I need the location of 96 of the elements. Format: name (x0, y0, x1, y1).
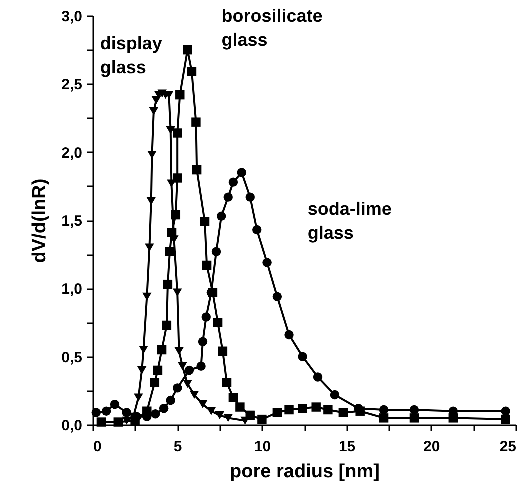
point (192, 118, 201, 127)
point (298, 352, 308, 362)
y-tick-label: 1,0 (62, 281, 82, 298)
point (146, 197, 156, 206)
point (183, 45, 192, 55)
point (150, 409, 160, 419)
point (183, 380, 192, 388)
series-label: display glass (100, 34, 162, 78)
point (172, 128, 182, 138)
point (184, 366, 194, 376)
point (171, 210, 181, 220)
point (200, 217, 210, 226)
point (258, 414, 267, 424)
point (157, 345, 167, 355)
x-tick-label: 10 (254, 438, 272, 456)
point (159, 404, 169, 414)
y-tick-label: 0,0 (62, 418, 82, 434)
point (149, 107, 159, 116)
point (202, 312, 211, 322)
point (187, 67, 197, 77)
point (215, 411, 225, 420)
point (152, 96, 162, 105)
point (165, 247, 175, 256)
point (246, 192, 255, 202)
point (379, 405, 389, 415)
point (167, 228, 177, 238)
point (110, 400, 120, 410)
point (192, 165, 202, 175)
point (178, 362, 188, 370)
point (114, 418, 123, 427)
point (102, 406, 112, 416)
point (224, 414, 233, 422)
point (176, 90, 185, 100)
x-tick-label: 5 (174, 438, 182, 456)
point (172, 174, 182, 183)
point (134, 394, 144, 402)
point (338, 408, 348, 418)
point (196, 362, 206, 371)
y-axis-title: dV/d(lnR) (30, 178, 51, 264)
point (501, 414, 510, 424)
point (153, 366, 163, 376)
point (92, 408, 101, 418)
point (213, 318, 223, 328)
point (312, 402, 321, 412)
point (224, 192, 233, 202)
point (174, 347, 184, 356)
x-axis-title: pore radius [nm] (230, 462, 380, 482)
point (237, 168, 247, 178)
point (172, 288, 182, 297)
point (198, 400, 208, 409)
point (202, 260, 212, 270)
point (228, 178, 238, 187)
point (236, 402, 245, 412)
point (228, 393, 238, 402)
point (96, 418, 106, 427)
point (379, 414, 389, 423)
point (284, 330, 294, 340)
text: soda-lime glass (308, 198, 392, 243)
point (313, 372, 323, 382)
point (198, 337, 208, 346)
point (206, 407, 216, 416)
point (246, 410, 255, 420)
point (166, 396, 176, 406)
point (190, 391, 200, 399)
point (222, 378, 232, 388)
point (272, 408, 282, 418)
point (216, 212, 226, 222)
point (162, 320, 172, 330)
y-tick-label: 2,0 (62, 144, 82, 162)
point (142, 292, 152, 301)
point (137, 366, 147, 374)
y-tick-label: 0,5 (62, 349, 82, 366)
point (410, 405, 420, 415)
y-tick-label: 1,5 (62, 213, 82, 230)
point (284, 405, 294, 415)
point (122, 408, 132, 418)
point (172, 384, 182, 393)
point (163, 280, 173, 290)
point (298, 404, 308, 414)
y-tick-label: 2,5 (62, 76, 82, 94)
point (252, 225, 262, 235)
series-label: borosilicate glass (222, 6, 323, 50)
point (212, 247, 222, 256)
point (218, 346, 228, 356)
point (330, 390, 340, 400)
x-tick-label: 20 (424, 438, 440, 456)
point (410, 414, 420, 423)
x-tick-label: 0 (94, 438, 102, 456)
y-tick-label: 3,0 (62, 8, 82, 26)
point (501, 406, 510, 416)
x-tick-label: 25 (500, 438, 516, 456)
x-tick-label: 15 (338, 438, 356, 456)
point (324, 405, 333, 415)
point (150, 378, 160, 388)
point (272, 292, 282, 302)
point (262, 258, 272, 268)
